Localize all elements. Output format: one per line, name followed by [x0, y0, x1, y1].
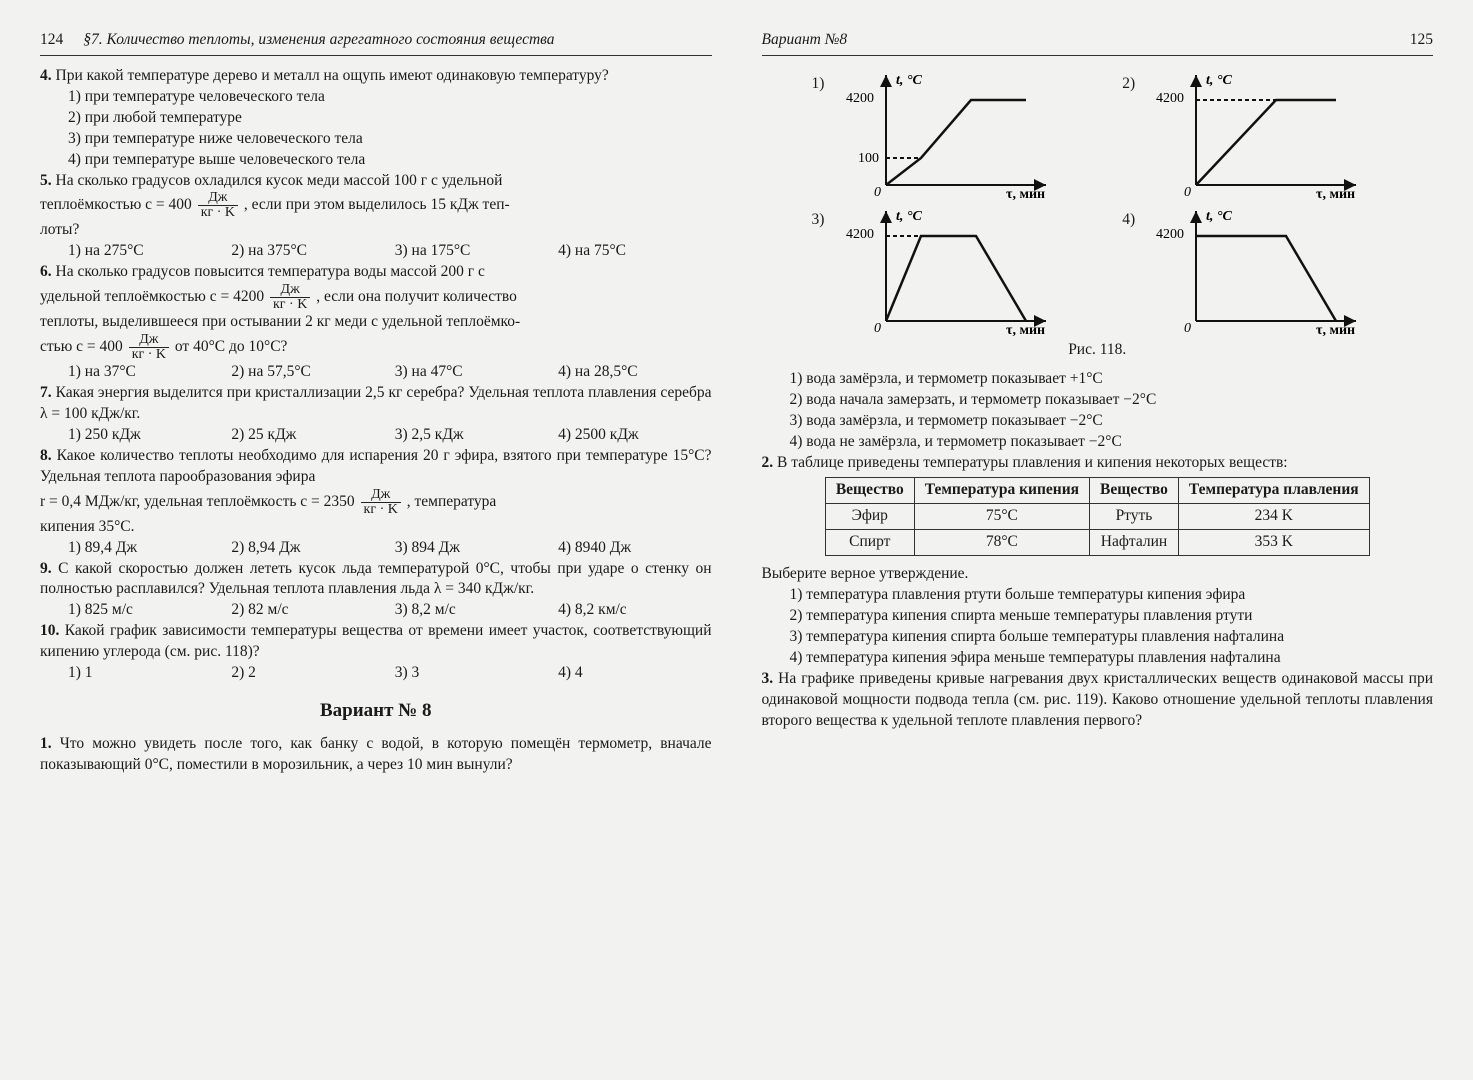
question-9: 9. С какой скоростью должен лететь кусок…: [40, 559, 712, 622]
q1-opt2: 2) вода начала замерзать, и термометр по…: [762, 390, 1434, 411]
q3-text: На графике приведены кривые нагревания д…: [762, 670, 1434, 729]
q5-line1: На сколько градусов охладился кусок меди…: [56, 172, 503, 189]
svg-text:τ, мин: τ, мин: [1316, 187, 1355, 200]
chart-4: 4) t, °C τ, мин 4200 0: [1122, 206, 1403, 336]
q4-opt3: 3) при температуре ниже человеческого те…: [40, 129, 712, 150]
q1-opt3: 3) вода замёрзла, и термометр показывает…: [762, 411, 1434, 432]
question-8: 8. Какое количество теплоты необходимо д…: [40, 446, 712, 559]
q5-line2a: теплоёмкостью c = 400: [40, 197, 196, 214]
q1-opt4: 4) вода не замёрзла, и термометр показыв…: [762, 432, 1434, 453]
svg-text:4200: 4200: [1156, 91, 1184, 106]
q6-l1: На сколько градусов повысится температур…: [56, 263, 485, 280]
q8-l3: кипения 35°С.: [40, 518, 135, 535]
th-substance-2: Вещество: [1090, 478, 1179, 504]
chart-4-svg: t, °C τ, мин 4200 0: [1146, 206, 1366, 336]
question-5: 5. На сколько градусов охладился кусок м…: [40, 171, 712, 263]
q4-opt4: 4) при температуре выше человеческого те…: [40, 150, 712, 171]
q2-opt4: 4) температура кипения эфира меньше темп…: [762, 648, 1434, 669]
q9-text: С какой скоростью должен лететь кусок ль…: [40, 560, 712, 598]
v8-question-1: 1. Что можно увидеть после того, как бан…: [40, 734, 712, 776]
header-right: Вариант №8 125: [762, 30, 1434, 56]
figure-118-caption: Рис. 118.: [762, 340, 1434, 361]
q7-text: Какая энергия выделится при кристаллизац…: [40, 384, 712, 422]
q2-prompt: Выберите верное утверждение.: [762, 564, 1434, 585]
svg-text:0: 0: [874, 185, 881, 200]
fraction-icon: Джкг · K: [361, 488, 401, 517]
q10-text: Какой график зависимости температуры вещ…: [40, 622, 712, 660]
q2-text: В таблице приведены температуры плавлени…: [777, 454, 1288, 471]
header-left: 124 §7. Количество теплоты, изменения аг…: [40, 30, 712, 56]
svg-text:τ, мин: τ, мин: [1006, 323, 1045, 336]
svg-text:0: 0: [874, 321, 881, 336]
svg-text:4200: 4200: [1156, 227, 1184, 242]
q6-l2a: удельной теплоёмкостью c = 4200: [40, 288, 268, 305]
q4-opt1: 1) при температуре человеческого тела: [40, 87, 712, 108]
chart-3: 3) t, °C τ, мин 4200 0: [812, 206, 1093, 336]
figure-118-charts: 1) t, °C τ, мин 4200 100 0 2): [812, 70, 1404, 336]
fraction-icon: Джкг · K: [270, 283, 310, 312]
svg-text:0: 0: [1184, 185, 1191, 200]
q1-opt1: 1) вода замёрзла, и термометр показывает…: [762, 369, 1434, 390]
question-4: 4. При какой температуре дерево и металл…: [40, 66, 712, 171]
svg-text:τ, мин: τ, мин: [1006, 187, 1045, 200]
q5-line3: лоты?: [40, 221, 79, 238]
q2-opt2: 2) температура кипения спирта меньше тем…: [762, 606, 1434, 627]
svg-text:0: 0: [1184, 321, 1191, 336]
svg-text:100: 100: [858, 151, 879, 166]
svg-text:t, °C: t, °C: [1206, 73, 1232, 88]
fraction-icon: Джкг · K: [129, 333, 169, 362]
question-10: 10. Какой график зависимости температуры…: [40, 621, 712, 684]
svg-text:t, °C: t, °C: [1206, 209, 1232, 224]
page-spread: 124 §7. Количество теплоты, изменения аг…: [0, 0, 1473, 1080]
q6-l4a: стью c = 400: [40, 338, 123, 355]
q2-opt3: 3) температура кипения спирта больше тем…: [762, 627, 1434, 648]
page-number-right: 125: [1410, 30, 1433, 51]
svg-text:t, °C: t, °C: [896, 73, 922, 88]
q5-options: 1) на 275°С 2) на 375°С 3) на 175°С 4) н…: [40, 241, 712, 262]
page-number-left: 124: [40, 30, 63, 51]
q5-line2b: , если при этом выделилось 15 кДж теп-: [244, 197, 510, 214]
q6-l3: теплоты, выделившееся при остывании 2 кг…: [40, 313, 520, 330]
q8-l1: Какое количество теплоты необходимо для …: [40, 447, 712, 485]
header-right-title: Вариант №8: [762, 30, 848, 51]
chart-1: 1) t, °C τ, мин 4200 100 0: [812, 70, 1093, 200]
q6-l2b: , если она получит количество: [316, 288, 517, 305]
q4-text: При какой температуре дерево и металл на…: [56, 67, 609, 84]
variant-8-heading: Вариант № 8: [40, 698, 712, 724]
q8-l2a: r = 0,4 МДж/кг, удельная теплоёмкость c …: [40, 493, 359, 510]
th-melting: Температура плавления: [1178, 478, 1369, 504]
q7-options: 1) 250 кДж 2) 25 кДж 3) 2,5 кДж 4) 2500 …: [40, 425, 712, 446]
table-row: Спирт 78°С Нафталин 353 K: [825, 530, 1369, 556]
question-2: 2. В таблице приведены температуры плавл…: [762, 453, 1434, 669]
substance-table: Вещество Температура кипения Вещество Те…: [825, 477, 1370, 556]
chart-2-svg: t, °C τ, мин 4200 0: [1146, 70, 1366, 200]
page-right: Вариант №8 125 1) t, °C τ, мин 4200 100 …: [762, 30, 1434, 1050]
chart-2: 2) t, °C τ, мин 4200 0: [1122, 70, 1403, 200]
q9-options: 1) 825 м/с 2) 82 м/с 3) 8,2 м/с 4) 8,2 к…: [40, 600, 712, 621]
q8-options: 1) 89,4 Дж 2) 8,94 Дж 3) 894 Дж 4) 8940 …: [40, 538, 712, 559]
q6-l4b: от 40°С до 10°С?: [175, 338, 288, 355]
question-6: 6. На сколько градусов повысится темпера…: [40, 262, 712, 383]
svg-text:4200: 4200: [846, 91, 874, 106]
chart-1-svg: t, °C τ, мин 4200 100 0: [836, 70, 1056, 200]
svg-text:t, °C: t, °C: [896, 209, 922, 224]
q10-options: 1) 1 2) 2 3) 3 4) 4: [40, 663, 712, 684]
th-boiling: Температура кипения: [914, 478, 1089, 504]
q6-options: 1) на 37°С 2) на 57,5°С 3) на 47°С 4) на…: [40, 362, 712, 383]
q8-l2b: , температура: [407, 493, 497, 510]
th-substance-1: Вещество: [825, 478, 914, 504]
svg-text:4200: 4200: [846, 227, 874, 242]
fraction-icon: Джкг · K: [198, 191, 238, 220]
q4-opt2: 2) при любой температуре: [40, 108, 712, 129]
chart-3-svg: t, °C τ, мин 4200 0: [836, 206, 1056, 336]
section-title: §7. Количество теплоты, изменения агрега…: [83, 30, 554, 51]
table-row: Эфир 75°С Ртуть 234 K: [825, 504, 1369, 530]
question-3: 3. На графике приведены кривые нагревани…: [762, 669, 1434, 732]
q2-opt1: 1) температура плавления ртути больше те…: [762, 585, 1434, 606]
v8q1-text: Что можно увидеть после того, как банку …: [40, 735, 712, 773]
page-left: 124 §7. Количество теплоты, изменения аг…: [40, 30, 712, 1050]
question-7: 7. Какая энергия выделится при кристалли…: [40, 383, 712, 446]
svg-text:τ, мин: τ, мин: [1316, 323, 1355, 336]
